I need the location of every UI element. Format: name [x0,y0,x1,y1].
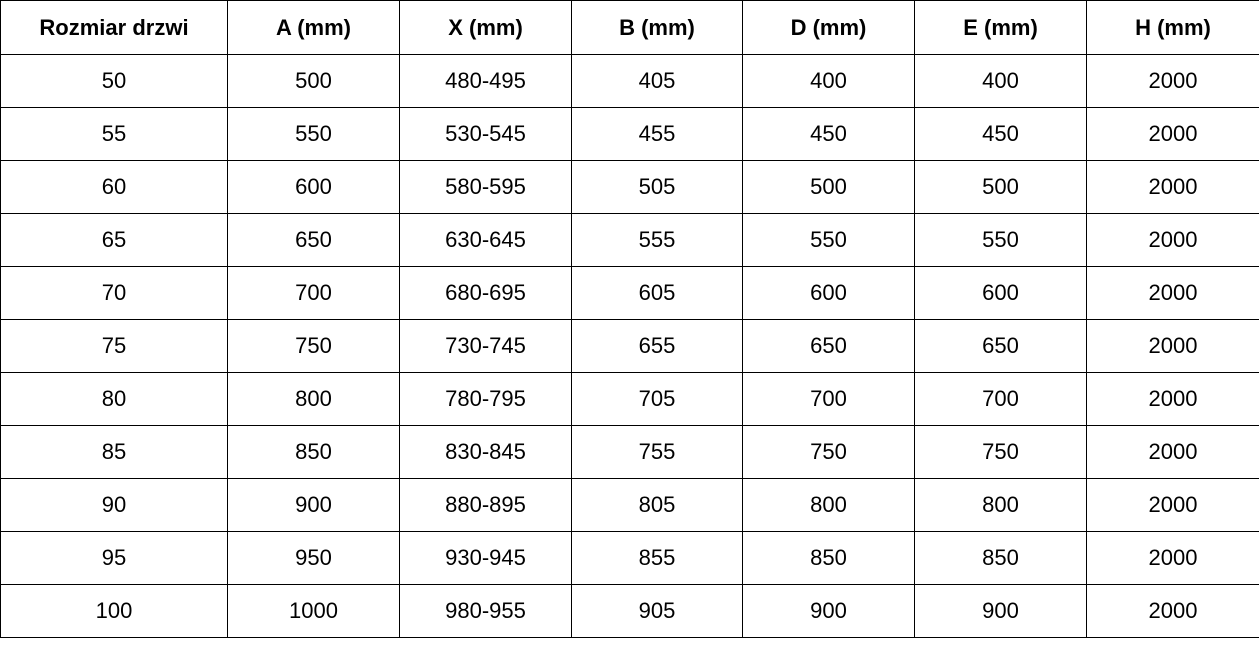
table-row: 55 550 530-545 455 450 450 2000 [0,107,1259,161]
table-cell: 2000 [1086,266,1259,320]
table-cell: 85 [0,425,228,479]
table-cell: 2000 [1086,372,1259,426]
table-cell: 705 [571,372,743,426]
table-cell: 950 [227,531,400,585]
table-cell: 530-545 [399,107,572,161]
table-cell: 550 [227,107,400,161]
table-cell: 700 [742,372,915,426]
table-row: 80 800 780-795 705 700 700 2000 [0,372,1259,426]
table-cell: 780-795 [399,372,572,426]
table-cell: 2000 [1086,531,1259,585]
table-cell: 650 [227,213,400,267]
table-cell: 405 [571,54,743,108]
table-cell: 650 [914,319,1087,373]
table-cell: 2000 [1086,54,1259,108]
table-cell: 555 [571,213,743,267]
table-row: 65 650 630-645 555 550 550 2000 [0,213,1259,267]
table-cell: 800 [914,478,1087,532]
table-cell: 400 [742,54,915,108]
table-cell: 400 [914,54,1087,108]
table-cell: 95 [0,531,228,585]
column-header: D (mm) [742,0,915,55]
table-cell: 650 [742,319,915,373]
table-cell: 700 [914,372,1087,426]
table-cell: 800 [742,478,915,532]
table-cell: 900 [742,584,915,638]
table-cell: 600 [742,266,915,320]
table-cell: 500 [742,160,915,214]
table-cell: 55 [0,107,228,161]
table-cell: 880-895 [399,478,572,532]
table-cell: 550 [914,213,1087,267]
table-cell: 900 [227,478,400,532]
table-body: 50 500 480-495 405 400 400 2000 55 550 530-545 455… [0,54,1259,638]
table-cell: 100 [0,584,228,638]
table-cell: 80 [0,372,228,426]
table-cell: 630-645 [399,213,572,267]
table-cell: 805 [571,478,743,532]
table-cell: 450 [914,107,1087,161]
table-cell: 480-495 [399,54,572,108]
table-header: Rozmiar drzwi A (mm) X (mm) B (mm) D (mm) E (… [0,0,1259,55]
table-row: 70 700 680-695 605 600 600 2000 [0,266,1259,320]
table-cell: 2000 [1086,319,1259,373]
table-cell: 2000 [1086,107,1259,161]
table-cell: 850 [914,531,1087,585]
column-header: E (mm) [914,0,1087,55]
table-cell: 900 [914,584,1087,638]
table-cell: 800 [227,372,400,426]
table-cell: 850 [227,425,400,479]
table-cell: 605 [571,266,743,320]
table-cell: 455 [571,107,743,161]
table-cell: 70 [0,266,228,320]
table-cell: 2000 [1086,478,1259,532]
table-row: 100 1000 980-955 905 900 900 2000 [0,584,1259,638]
table-cell: 855 [571,531,743,585]
table-cell: 2000 [1086,584,1259,638]
table-cell: 980-955 [399,584,572,638]
table-cell: 750 [914,425,1087,479]
column-header: Rozmiar drzwi [0,0,228,55]
table-cell: 680-695 [399,266,572,320]
table-cell: 850 [742,531,915,585]
table-row: 85 850 830-845 755 750 750 2000 [0,425,1259,479]
table-cell: 75 [0,319,228,373]
column-header: B (mm) [571,0,743,55]
table-row: 95 950 930-945 855 850 850 2000 [0,531,1259,585]
table-cell: 905 [571,584,743,638]
column-header: H (mm) [1086,0,1259,55]
table-cell: 2000 [1086,425,1259,479]
table-row: 75 750 730-745 655 650 650 2000 [0,319,1259,373]
table-cell: 750 [227,319,400,373]
table-cell: 500 [227,54,400,108]
table-cell: 755 [571,425,743,479]
table-cell: 655 [571,319,743,373]
table-cell: 930-945 [399,531,572,585]
table-cell: 1000 [227,584,400,638]
table-cell: 600 [227,160,400,214]
table-cell: 450 [742,107,915,161]
table-row: 90 900 880-895 805 800 800 2000 [0,478,1259,532]
column-header: X (mm) [399,0,572,55]
table-cell: 730-745 [399,319,572,373]
table-cell: 830-845 [399,425,572,479]
table-cell: 580-595 [399,160,572,214]
table-cell: 700 [227,266,400,320]
table-cell: 500 [914,160,1087,214]
table-cell: 600 [914,266,1087,320]
table-cell: 505 [571,160,743,214]
header-row: Rozmiar drzwi A (mm) X (mm) B (mm) D (mm) E (… [0,0,1259,55]
column-header: A (mm) [227,0,400,55]
table-cell: 2000 [1086,213,1259,267]
table-cell: 2000 [1086,160,1259,214]
table-row: 60 600 580-595 505 500 500 2000 [0,160,1259,214]
table-cell: 65 [0,213,228,267]
table-cell: 60 [0,160,228,214]
table-cell: 750 [742,425,915,479]
table-row: 50 500 480-495 405 400 400 2000 [0,54,1259,108]
table-cell: 50 [0,54,228,108]
table-cell: 90 [0,478,228,532]
table-cell: 550 [742,213,915,267]
